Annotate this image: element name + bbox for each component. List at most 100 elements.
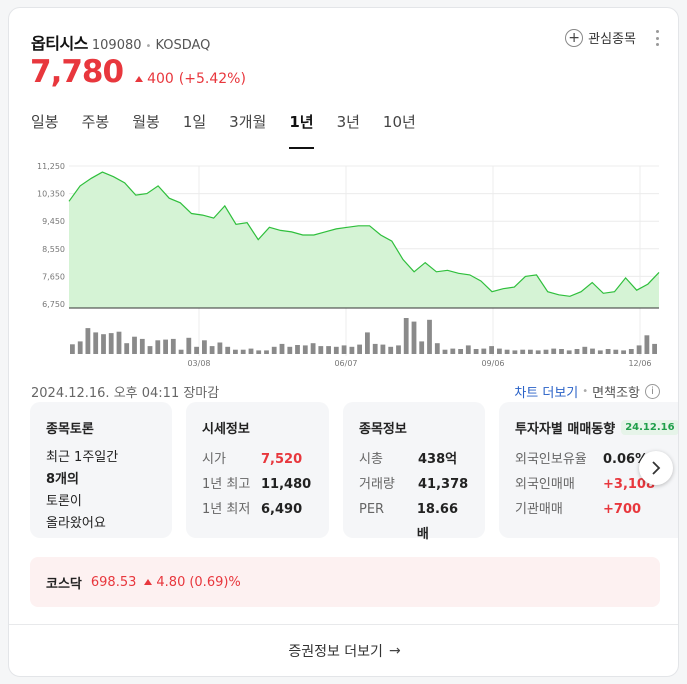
label: 외국인매매 [515, 477, 575, 492]
tab-period[interactable]: 주봉 [81, 113, 110, 131]
volume-bar [170, 338, 176, 354]
discussion-line: 8개의 [46, 472, 79, 487]
value: 11,480 [261, 477, 312, 492]
index-bar[interactable]: 코스닥 698.53 4.80 (0.69)% [30, 557, 660, 607]
volume-bar [365, 332, 370, 354]
volume-bar [248, 348, 254, 354]
volume-bar [590, 348, 595, 354]
investor-row: 외국인매매 +3,108 [515, 472, 678, 497]
discussion-line: 올라왔어요 [46, 516, 106, 531]
tab-period[interactable]: 3년 [336, 113, 360, 131]
volume-bar [295, 345, 300, 354]
price-chart[interactable]: 11,250 10,350 9,450 8,550 7,650 6,750 03/08 06/… [23, 156, 673, 376]
volume-bar [116, 331, 122, 354]
label: 1년 최고 [202, 477, 251, 492]
stock-info-panel[interactable]: 종목정보 시총 438억 거래량 41,378 PER 18.66배 [343, 402, 485, 542]
volume-bar [497, 348, 502, 354]
volume-bar [240, 349, 246, 354]
info-panels: 종목토론 최근 1주일간 8개의 토론이 올라왔어요 시세정보 시가 7,520… [30, 402, 678, 542]
label: 시가 [202, 452, 226, 467]
volume-bar [77, 341, 83, 354]
volume-bar [357, 344, 362, 354]
up-triangle-icon [144, 579, 153, 585]
info-icon[interactable]: i [645, 384, 660, 399]
change-percent: (+5.42%) [178, 71, 246, 87]
separator-dot: • [145, 41, 152, 52]
volume-bar [613, 349, 619, 354]
up-triangle-icon [135, 76, 144, 82]
volume-bar [178, 349, 184, 354]
market-info-panel[interactable]: 시세정보 시가 7,520 1년 최고 11,480 1년 최저 6,490 [186, 402, 329, 538]
index-name: 코스닥 [46, 576, 82, 592]
volume-bar [574, 349, 580, 354]
volume-bar [450, 348, 456, 354]
value: 0.06% [603, 452, 649, 467]
price-row: 7,780 400 (+5.42%) [30, 54, 246, 90]
volume-bar [93, 332, 99, 354]
investor-row: 외국인보유율 0.06% [515, 447, 678, 472]
volume-bar [124, 343, 130, 354]
x-tick-label: 12/06 [628, 359, 651, 368]
label: 1년 최저 [202, 502, 251, 517]
price-line [68, 171, 660, 297]
stock-info-title: 종목정보 [359, 422, 407, 437]
label: PER [359, 502, 385, 517]
volume-bar [132, 336, 137, 354]
volume-bar [318, 346, 324, 354]
tab-period[interactable]: 월봉 [132, 113, 160, 131]
stock-name[interactable]: 옵티시스 [31, 34, 88, 53]
market-info-title: 시세정보 [202, 422, 250, 437]
volume-bar [621, 350, 626, 354]
volume-bar [551, 348, 557, 354]
next-panel-button[interactable] [639, 451, 673, 485]
stock-info-row: PER 18.66배 [359, 497, 469, 542]
more-options-icon[interactable] [654, 30, 660, 46]
volume-bar [225, 346, 231, 354]
value: 7,520 [261, 452, 303, 467]
market-info-row: 시가 7,520 [202, 447, 313, 472]
volume-bar [473, 349, 479, 354]
change-amount: 400 [147, 71, 174, 87]
y-tick-label: 8,550 [42, 245, 65, 254]
volume-bar [326, 346, 331, 354]
volume-bar [163, 339, 168, 354]
watchlist-button[interactable]: + 관심종목 [565, 28, 636, 47]
volume-bar [566, 350, 572, 354]
investor-trend-label: 투자자별 매매동향 [515, 422, 616, 437]
volume-bar [489, 346, 494, 354]
disclaimer-link[interactable]: 면책조항 [592, 386, 640, 401]
index-change-amount: 4.80 [156, 574, 186, 590]
volume-bar [85, 328, 91, 354]
volume-bar [628, 349, 634, 354]
volume-bar [535, 350, 541, 354]
tab-period[interactable]: 10년 [382, 113, 416, 131]
volume-bar [186, 337, 192, 354]
arrow-right-icon: → [388, 643, 401, 659]
investor-trend-title: 투자자별 매매동향 24.12.16 [515, 418, 678, 437]
volume-bar [419, 341, 425, 354]
chart-more-link[interactable]: 차트 더보기 [514, 386, 579, 401]
tab-period[interactable]: 1년 [289, 109, 314, 149]
chevron-right-icon [652, 461, 661, 475]
divider [9, 624, 678, 625]
volume-bar [636, 345, 642, 354]
investor-trend-panel[interactable]: 투자자별 매매동향 24.12.16 외국인보유율 0.06% 외국인매매 +3… [499, 402, 678, 538]
volume-bar [341, 345, 347, 354]
value: +3,108 [603, 477, 656, 492]
volume-bar [155, 340, 161, 354]
tab-period[interactable]: 일봉 [31, 113, 59, 131]
volume-bar [302, 345, 308, 354]
price-change: 400 (+5.42%) [135, 71, 246, 87]
volume-bar [194, 346, 199, 354]
volume-bar [396, 345, 401, 354]
x-tick-label: 09/06 [481, 359, 504, 368]
x-tick-label: 03/08 [187, 359, 210, 368]
volume-bar [442, 349, 448, 354]
discussion-panel[interactable]: 종목토론 최근 1주일간 8개의 토론이 올라왔어요 [30, 402, 172, 538]
volume-bar [287, 346, 293, 354]
more-stock-info-button[interactable]: 증권정보 더보기 → [9, 625, 678, 676]
volume-bar [543, 349, 549, 354]
tab-period[interactable]: 3개월 [229, 113, 267, 131]
y-tick-label: 9,450 [42, 217, 65, 226]
tab-period[interactable]: 1일 [182, 113, 207, 131]
